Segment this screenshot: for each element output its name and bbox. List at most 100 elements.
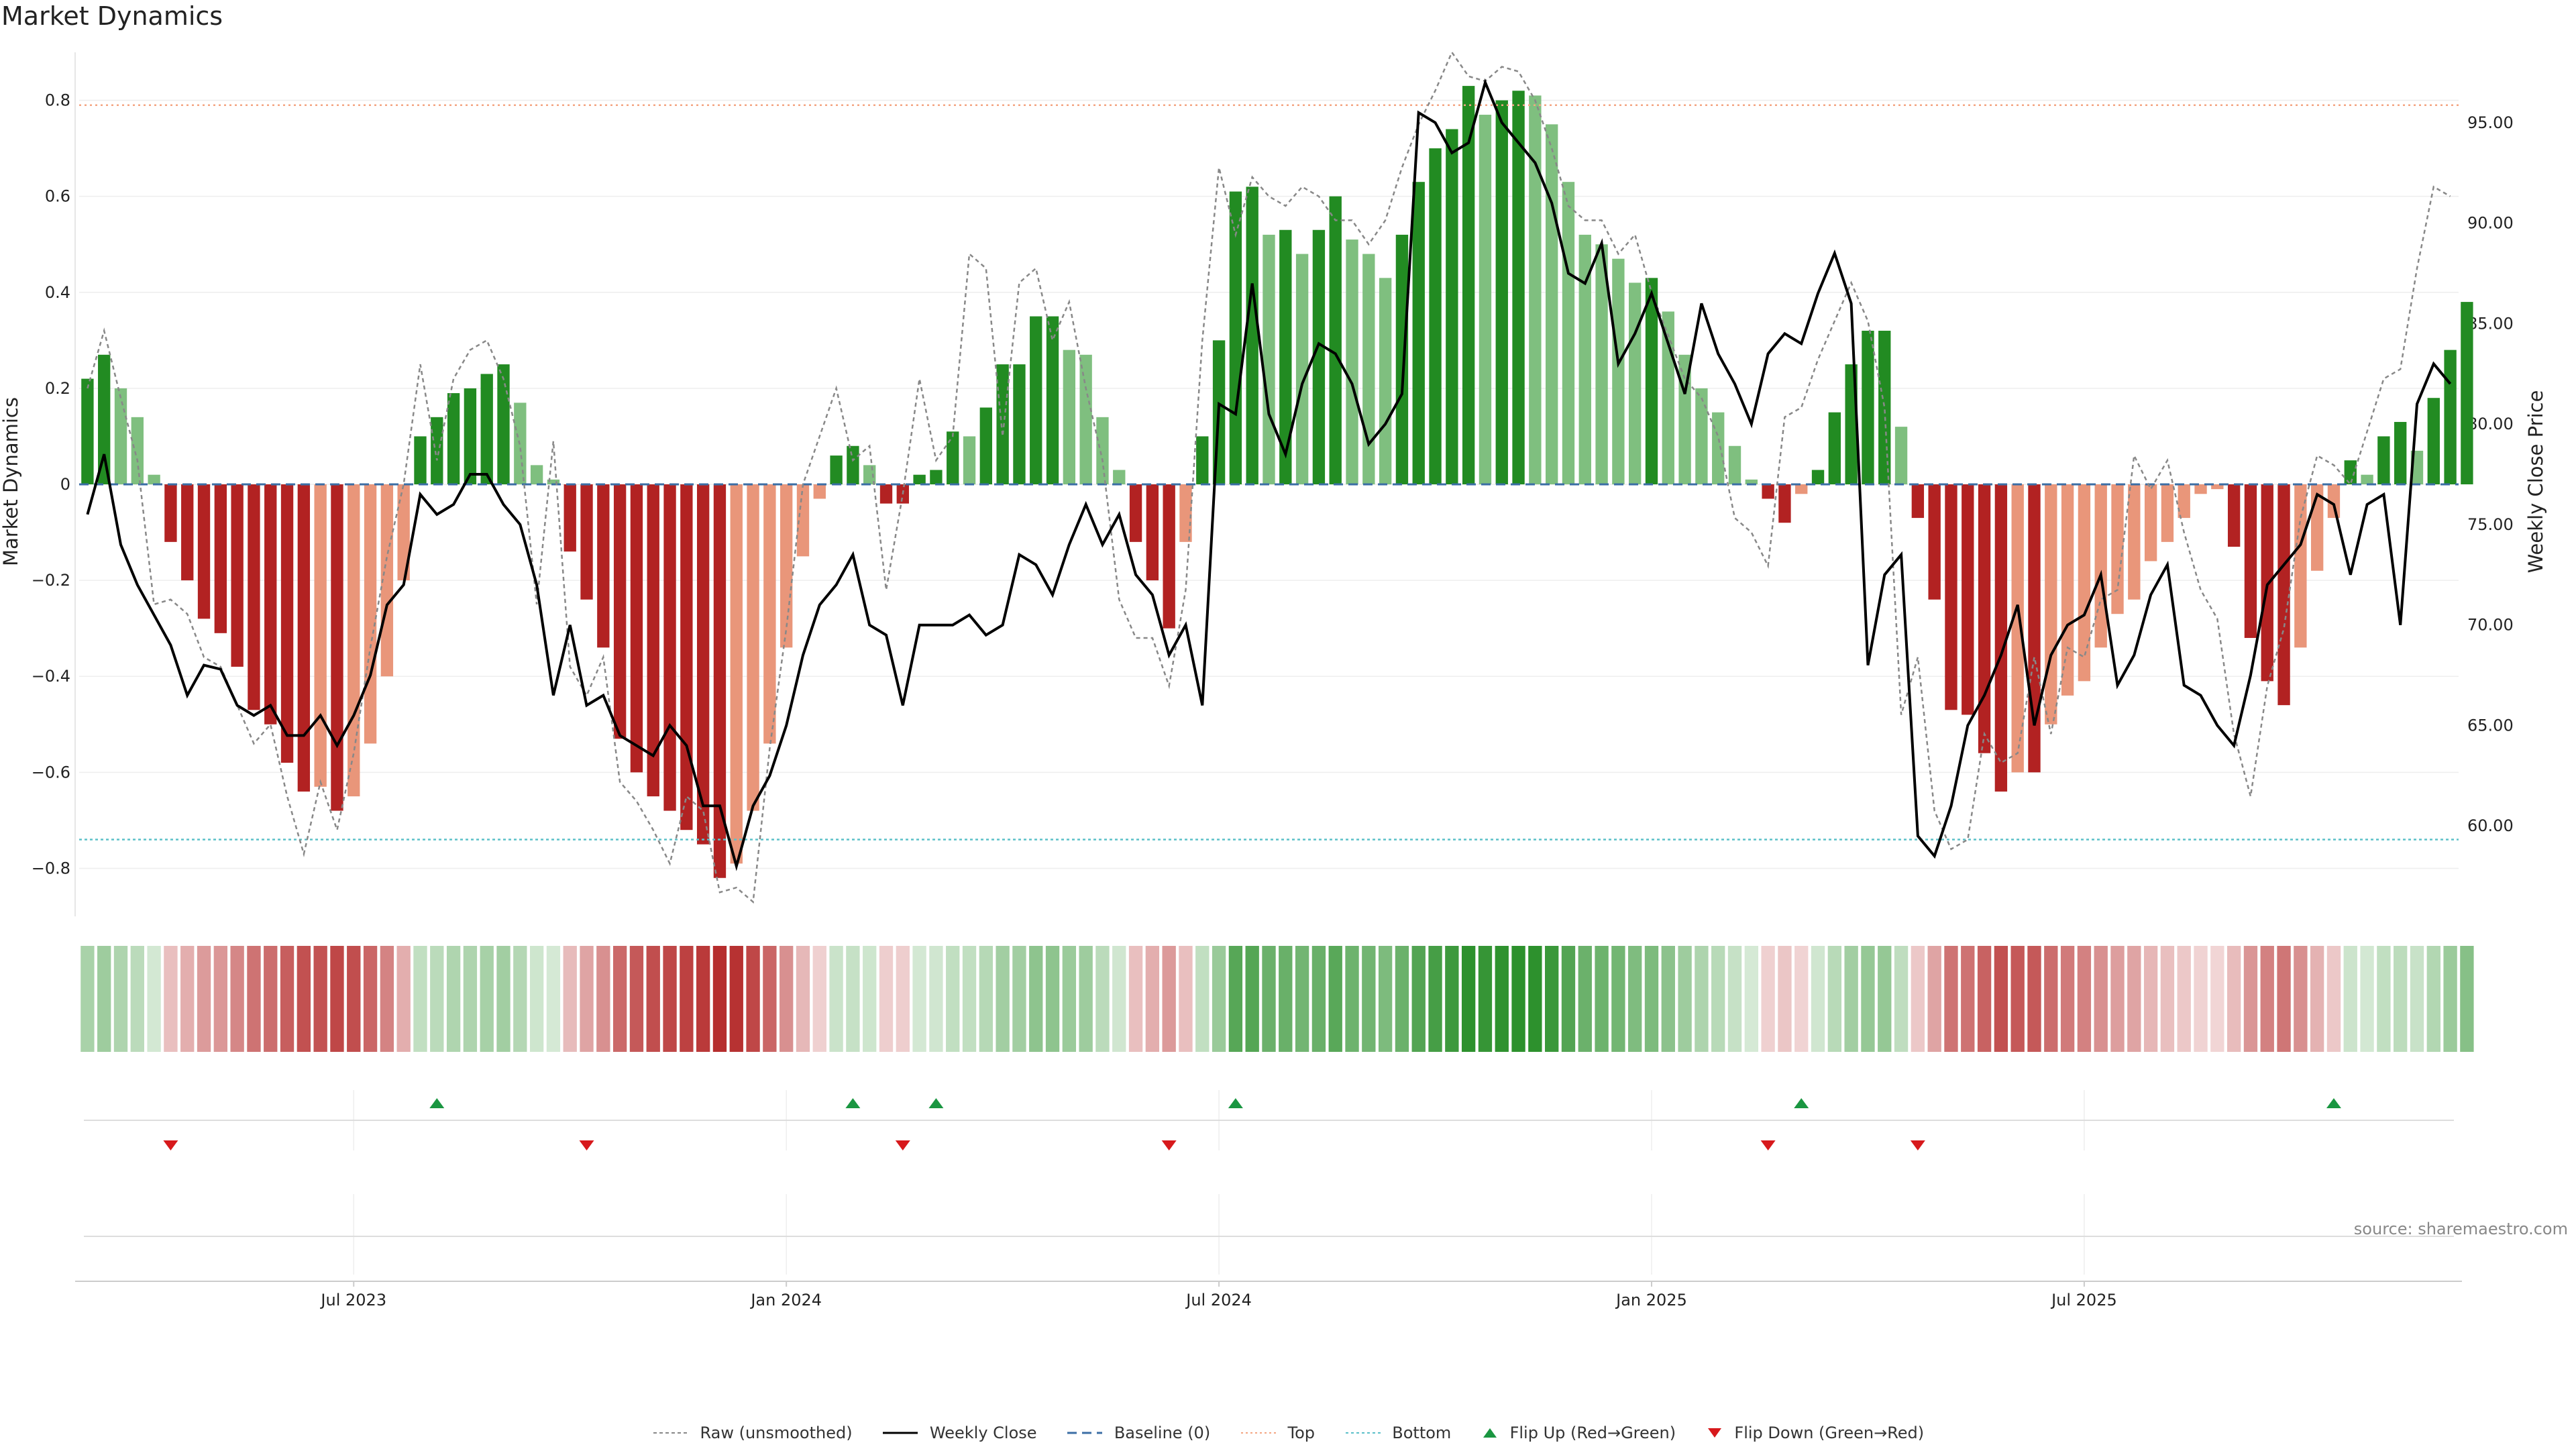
bar xyxy=(2461,302,2473,484)
heat-strip-cell xyxy=(2077,946,2092,1052)
heat-strip-cell xyxy=(2160,946,2175,1052)
flip-up-marker xyxy=(2326,1098,2341,1108)
heat-strip-cell xyxy=(1362,946,1376,1052)
bar xyxy=(879,484,893,504)
heat-strip-cell xyxy=(147,946,161,1052)
heat-strip-cell xyxy=(829,946,843,1052)
bar xyxy=(480,374,493,484)
bar xyxy=(1495,100,1508,485)
heat-strip-cell xyxy=(1262,946,1276,1052)
y2-tick-label: 80.00 xyxy=(2467,415,2514,433)
bar xyxy=(2028,484,2041,773)
bar xyxy=(647,484,659,797)
bar xyxy=(2227,484,2241,547)
heat-strip-cell xyxy=(446,946,461,1052)
heat-strip-cell xyxy=(2194,946,2208,1052)
heat-strip-cell xyxy=(846,946,860,1052)
heat-strip-cell xyxy=(2460,946,2474,1052)
heat-strip-cell xyxy=(2060,946,2075,1052)
bar xyxy=(1612,258,1625,484)
legend-label-raw: Raw (unsmoothed) xyxy=(700,1423,853,1442)
chart-title: Market Dynamics xyxy=(1,1,223,31)
heat-strip-cell xyxy=(929,946,943,1052)
bar xyxy=(1246,186,1258,484)
bar xyxy=(181,484,194,581)
bar xyxy=(2344,460,2357,484)
heat-strip-cell xyxy=(1844,946,1858,1052)
flip-up-marker xyxy=(1794,1098,1809,1108)
bar xyxy=(963,436,976,484)
bar xyxy=(2128,484,2141,600)
heat-strip-cell xyxy=(197,946,211,1052)
heat-strip-cell xyxy=(1378,946,1393,1052)
bar xyxy=(497,364,510,484)
heat-strip-cell xyxy=(130,946,144,1052)
bar xyxy=(930,470,943,484)
heat-strip-cell xyxy=(1678,946,1692,1052)
heat-strip-cell xyxy=(863,946,877,1052)
bar xyxy=(1562,182,1575,484)
heat-strip-cell xyxy=(1045,946,1060,1052)
heat-strip-cell xyxy=(1411,946,1426,1052)
heat-strip-cell xyxy=(696,946,710,1052)
bar xyxy=(1578,234,1591,484)
heat-strip-cell xyxy=(2127,946,2141,1052)
heat-strip-cell xyxy=(1345,946,1359,1052)
weekly-close-line xyxy=(86,78,2452,871)
heat-strip-cell xyxy=(1878,946,1892,1052)
bar xyxy=(2277,484,2290,706)
bar xyxy=(1179,484,1192,542)
bar xyxy=(2078,484,2091,682)
bar xyxy=(1446,129,1458,484)
heat-strip-cell xyxy=(763,946,777,1052)
y2-tick-label: 65.00 xyxy=(2467,716,2514,735)
legend-item-flip-down: Flip Down (Green→Red) xyxy=(1705,1423,1924,1442)
bar xyxy=(81,378,94,484)
heat-strip-cell xyxy=(812,946,826,1052)
heat-strip-cell xyxy=(1162,946,1176,1052)
bar xyxy=(2211,484,2224,490)
source-label: source: sharemaestro.com xyxy=(2353,1220,2568,1238)
y-tick-label: 0.6 xyxy=(45,187,70,206)
bar xyxy=(613,484,627,739)
heat-strip-cell xyxy=(1495,946,1509,1052)
heat-strip-cell xyxy=(396,946,411,1052)
bar xyxy=(148,474,160,484)
heat-strip-cell xyxy=(430,946,444,1052)
bar xyxy=(1928,484,1941,600)
bar xyxy=(2178,484,2190,519)
bar xyxy=(114,388,127,484)
x-tick-label: Jul 2023 xyxy=(319,1291,386,1309)
bar xyxy=(2261,484,2273,682)
heat-strip-cell xyxy=(796,946,810,1052)
bar xyxy=(1629,282,1642,484)
bar xyxy=(1312,229,1326,484)
heat-strip-cell xyxy=(413,946,427,1052)
y-tick-label: 0 xyxy=(60,475,70,494)
heat-strip-cell xyxy=(629,946,644,1052)
bar xyxy=(1096,417,1109,484)
heat-strip-cell xyxy=(612,946,627,1052)
y-tick-label: 0.2 xyxy=(45,379,70,398)
bar xyxy=(1013,364,1026,484)
bar xyxy=(747,484,759,811)
heat-strip-cell xyxy=(213,946,228,1052)
bar xyxy=(2444,350,2457,484)
bar xyxy=(2361,474,2373,484)
bar xyxy=(813,484,826,499)
heat-strip-cell xyxy=(1528,946,1542,1052)
bar xyxy=(597,484,610,648)
bar xyxy=(331,484,343,811)
heat-strip-cell xyxy=(180,946,195,1052)
bar xyxy=(1811,470,1825,484)
bar xyxy=(713,484,727,878)
bar xyxy=(1395,234,1409,484)
bar xyxy=(1346,239,1358,484)
heat-strip-cell xyxy=(912,946,926,1052)
heat-strip-cell xyxy=(1062,946,1077,1052)
heat-strip-cell xyxy=(1711,946,1725,1052)
heat-strip-cell xyxy=(247,946,261,1052)
heat-strip-cell xyxy=(1195,946,1210,1052)
flip-up-marker xyxy=(1228,1098,1243,1108)
